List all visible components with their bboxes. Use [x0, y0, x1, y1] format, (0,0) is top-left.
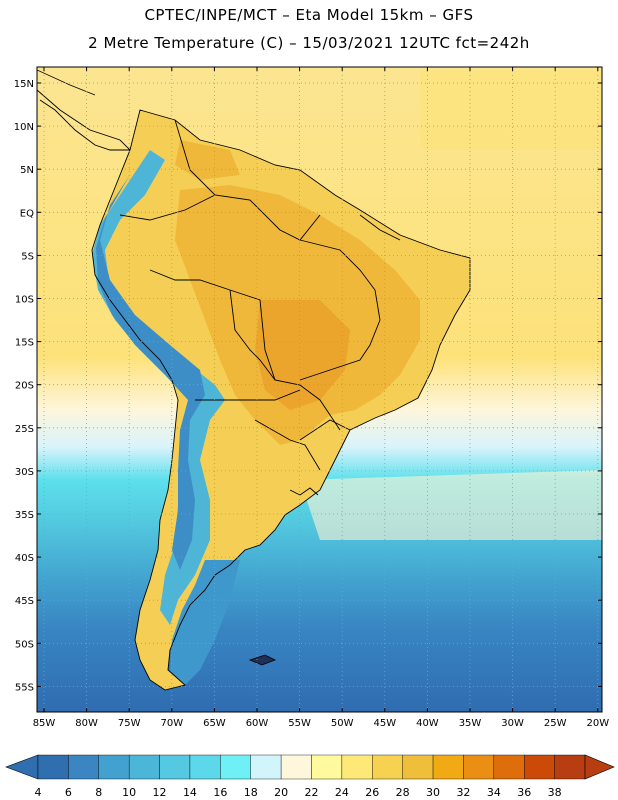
colorbar-high-arrow	[584, 754, 615, 780]
colorbar-tick-label: 28	[396, 786, 410, 799]
colorbar-tick-label: 26	[365, 786, 379, 799]
latitude-labels: 15N 10N 5N EQ 5S 10S 15S 20S 25S 30S 35S 40S 45S 50S 5…	[14, 79, 34, 693]
colorbar-segment	[220, 754, 251, 780]
lon-label: 75W	[118, 718, 141, 729]
colorbar-tick-label: 6	[65, 786, 72, 799]
lon-label: 45W	[373, 718, 396, 729]
lat-label: 25S	[15, 424, 34, 435]
lon-label: 25W	[544, 718, 567, 729]
lat-label: 15N	[14, 79, 34, 90]
colorbar-segment	[159, 754, 191, 780]
lon-label: 50W	[331, 718, 354, 729]
colorbar-tick-label: 34	[487, 786, 501, 799]
lat-label: 10S	[15, 295, 34, 306]
colorbar-segment	[280, 754, 312, 780]
colorbar-tick-label: 36	[517, 786, 531, 799]
lon-label: 80W	[75, 718, 98, 729]
colorbar-tick-label: 32	[456, 786, 470, 799]
lon-label: 60W	[246, 718, 269, 729]
colorbar-tick-label: 38	[548, 786, 562, 799]
colorbar-tick-label: 14	[183, 786, 197, 799]
lat-label: EQ	[20, 208, 34, 219]
colorbar-segment	[463, 754, 495, 780]
chart-title-line1: CPTEC/INPE/MCT – Eta Model 15km – GFS	[144, 6, 474, 24]
lat-label: 5N	[20, 165, 34, 176]
colorbar-tick-label: 4	[35, 786, 42, 799]
lat-label: 30S	[15, 467, 34, 478]
map-frame	[36, 66, 603, 713]
colorbar-segment	[128, 754, 160, 780]
colorbar-tick-label: 22	[305, 786, 319, 799]
colorbar-segment	[554, 754, 586, 780]
colorbar-tick-label: 24	[335, 786, 349, 799]
colorbar-segment	[402, 754, 434, 780]
colorbar-tick-label: 16	[213, 786, 227, 799]
colorbar-labels: 4 6 8 10 12 14 16 18 20 22 24 26 28 30 32 34 36 38	[35, 786, 562, 799]
colorbar-segment	[493, 754, 525, 780]
political-borders	[39, 99, 471, 691]
colorbar-segment	[98, 754, 130, 780]
longitude-labels: 85W 80W 75W 70W 65W 60W 55W 50W 45W 40W 35W 30W 25W 2…	[33, 718, 610, 729]
colorbar-tick-label: 12	[153, 786, 167, 799]
chart-title-line2: 2 Metre Temperature (C) – 15/03/2021 12U…	[88, 34, 530, 52]
colorbar-tick-label: 30	[426, 786, 440, 799]
colorbar-segment	[68, 754, 99, 780]
colorbar-segment	[372, 754, 403, 780]
lat-label: 15S	[15, 338, 34, 349]
lat-label: 45S	[15, 596, 34, 607]
lat-label: 55S	[15, 682, 34, 693]
lon-label: 70W	[160, 718, 183, 729]
colorbar-tick-label: 10	[122, 786, 136, 799]
colorbar-segment	[432, 754, 464, 780]
colorbar-segment	[341, 754, 373, 780]
lon-label: 30W	[501, 718, 524, 729]
colorbar	[5, 754, 615, 780]
colorbar-segment	[189, 754, 221, 780]
lat-label: 20S	[15, 381, 34, 392]
lon-label: 35W	[459, 718, 482, 729]
colorbar-tick-label: 18	[244, 786, 258, 799]
colorbar-segment	[37, 754, 69, 780]
lon-label: 85W	[33, 718, 56, 729]
colorbar-segment	[524, 754, 555, 780]
lat-label: 10N	[14, 122, 34, 133]
colorbar-low-arrow	[5, 754, 39, 780]
colorbar-tick-label: 20	[274, 786, 288, 799]
lat-label: 40S	[15, 553, 34, 564]
colorbar-tick-label: 8	[95, 786, 102, 799]
map-field	[37, 67, 602, 712]
lon-label: 55W	[288, 718, 311, 729]
colorbar-segment	[250, 754, 282, 780]
lon-label: 65W	[203, 718, 226, 729]
lat-label: 50S	[15, 639, 34, 650]
axis-ticks	[37, 67, 602, 712]
lon-label: 20W	[586, 718, 609, 729]
lat-label: 35S	[15, 510, 34, 521]
lat-label: 5S	[21, 251, 34, 262]
lon-label: 40W	[416, 718, 439, 729]
colorbar-segment	[311, 754, 343, 780]
